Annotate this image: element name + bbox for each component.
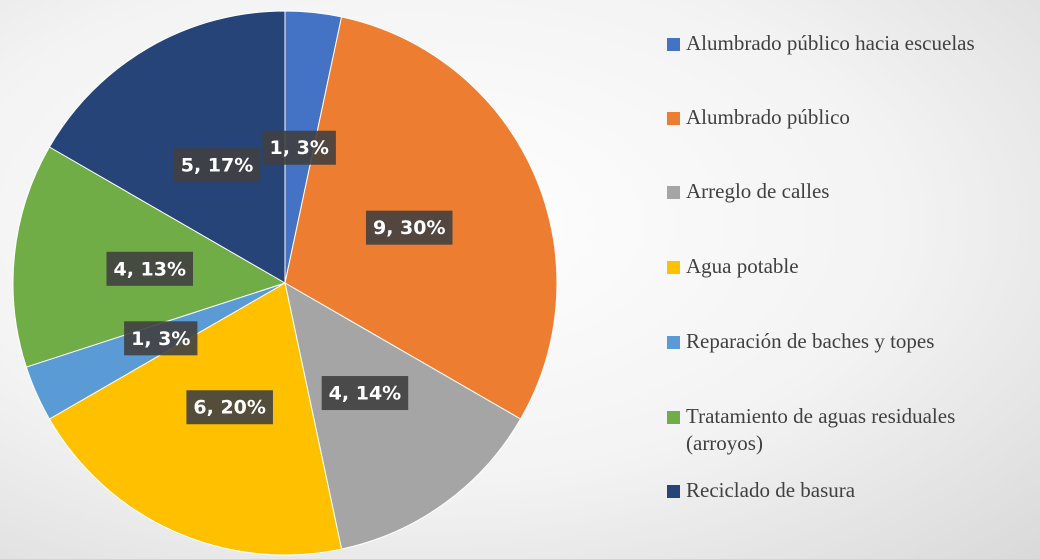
legend-item: Arreglo de calles [667,178,1037,205]
data-label: 9, 30% [365,210,453,245]
pie: 1, 3% 9, 30% 4, 14% 6, 20% 1, 3% 4, 13% 5, 17% [12,10,558,556]
data-label-box [321,376,409,411]
legend-label: Reparación de baches y topes [686,329,935,353]
legend-label: Agua potable [686,254,799,278]
pie-slice [48,10,286,284]
data-label: 4, 14% [321,376,409,411]
legend-item: Reparación de baches y topes [667,328,1037,355]
legend-swatch [667,186,680,199]
data-label: 4, 13% [106,251,194,286]
data-label: 6, 20% [186,390,273,425]
data-label-box [106,251,194,286]
data-label-box [173,148,261,183]
data-label-box [186,390,273,425]
legend-item: Reciclado de basura [667,477,1037,504]
legend-swatch [667,336,680,349]
legend-label: Reciclado de basura [686,478,856,502]
pie-slice [284,282,522,550]
data-label-text: 4, 13% [113,258,186,280]
data-label: 1, 3% [262,130,336,165]
legend-swatch [667,112,680,125]
legend-swatch [667,485,680,498]
legend-label: Alumbrado público hacia escuelas [686,31,975,55]
data-label-text: 9, 30% [373,217,446,239]
data-label-text: 5, 17% [181,155,254,177]
legend-swatch [667,411,680,424]
legend-item: Alumbrado público hacia escuelas [667,30,1037,57]
legend-label: Tratamiento de aguas residuales (arroyos… [686,404,956,455]
data-label: 1, 3% [124,321,198,356]
legend-item: Alumbrado público [667,104,1037,131]
data-label-box [124,321,198,356]
legend-item: Agua potable [667,253,1037,280]
legend-label: Arreglo de calles [686,179,830,203]
data-label-box [262,130,336,165]
data-label-text: 1, 3% [131,328,190,350]
data-label-text: 4, 14% [329,383,402,405]
legend-swatch [667,38,680,51]
data-label: 5, 17% [173,148,261,183]
data-label-box [365,210,453,245]
data-label-text: 6, 20% [193,397,266,419]
legend-swatch [667,261,680,274]
legend-label: Alumbrado público [686,105,850,129]
legend-item: Tratamiento de aguas residuales (arroyos… [667,403,1037,457]
data-label-text: 1, 3% [270,137,329,159]
